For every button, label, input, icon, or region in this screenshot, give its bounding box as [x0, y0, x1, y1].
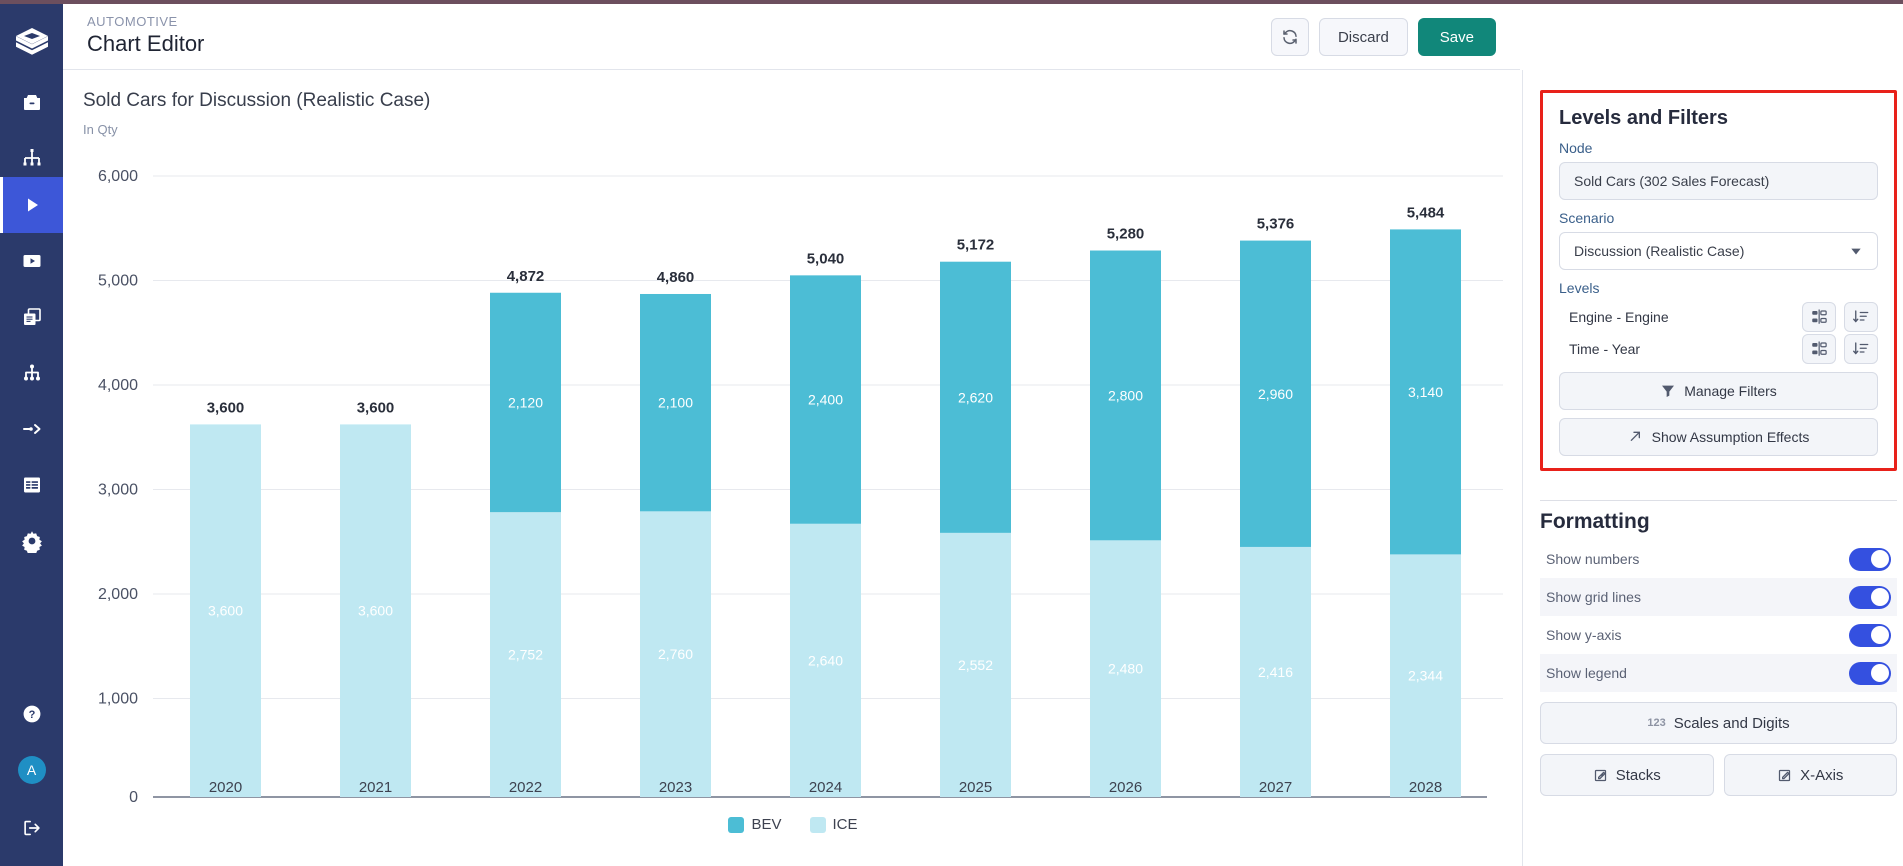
svg-text:2,400: 2,400 [808, 392, 843, 408]
svg-text:2022: 2022 [509, 779, 542, 796]
svg-text:2020: 2020 [209, 779, 242, 796]
svg-text:2024: 2024 [809, 779, 842, 796]
svg-text:6,000: 6,000 [98, 168, 138, 185]
svg-text:2,480: 2,480 [1108, 661, 1143, 677]
svg-text:2,752: 2,752 [508, 647, 543, 663]
svg-text:2026: 2026 [1109, 779, 1142, 796]
svg-text:2,100: 2,100 [658, 395, 693, 411]
svg-text:5,000: 5,000 [98, 273, 138, 290]
svg-text:2,960: 2,960 [1258, 386, 1293, 402]
svg-text:3,600: 3,600 [358, 603, 393, 619]
svg-text:2027: 2027 [1259, 779, 1292, 796]
svg-text:4,000: 4,000 [98, 377, 138, 394]
svg-text:2,620: 2,620 [958, 389, 993, 405]
svg-text:4,860: 4,860 [657, 269, 695, 286]
svg-text:5,376: 5,376 [1257, 216, 1295, 233]
svg-text:5,172: 5,172 [957, 237, 995, 254]
svg-text:2025: 2025 [959, 779, 992, 796]
svg-text:3,600: 3,600 [208, 603, 243, 619]
svg-text:3,140: 3,140 [1408, 384, 1443, 400]
svg-text:2,120: 2,120 [508, 394, 543, 410]
svg-text:2,416: 2,416 [1258, 664, 1293, 680]
svg-text:2,760: 2,760 [658, 646, 693, 662]
svg-text:2021: 2021 [359, 779, 392, 796]
svg-text:3,600: 3,600 [207, 399, 245, 416]
svg-text:1,000: 1,000 [98, 691, 138, 708]
svg-text:2028: 2028 [1409, 779, 1442, 796]
svg-text:5,040: 5,040 [807, 250, 845, 267]
svg-text:2,344: 2,344 [1408, 668, 1443, 684]
svg-text:2,640: 2,640 [808, 652, 843, 668]
svg-text:?: ? [28, 709, 35, 721]
svg-text:5,484: 5,484 [1407, 204, 1445, 221]
svg-text:2,000: 2,000 [98, 586, 138, 603]
svg-text:2,552: 2,552 [958, 657, 993, 673]
svg-text:3,600: 3,600 [357, 399, 395, 416]
svg-text:3,000: 3,000 [98, 482, 138, 499]
svg-text:5,280: 5,280 [1107, 226, 1145, 243]
svg-text:2,800: 2,800 [1108, 387, 1143, 403]
svg-text:2023: 2023 [659, 779, 692, 796]
svg-text:0: 0 [129, 789, 138, 806]
svg-text:4,872: 4,872 [507, 268, 545, 285]
